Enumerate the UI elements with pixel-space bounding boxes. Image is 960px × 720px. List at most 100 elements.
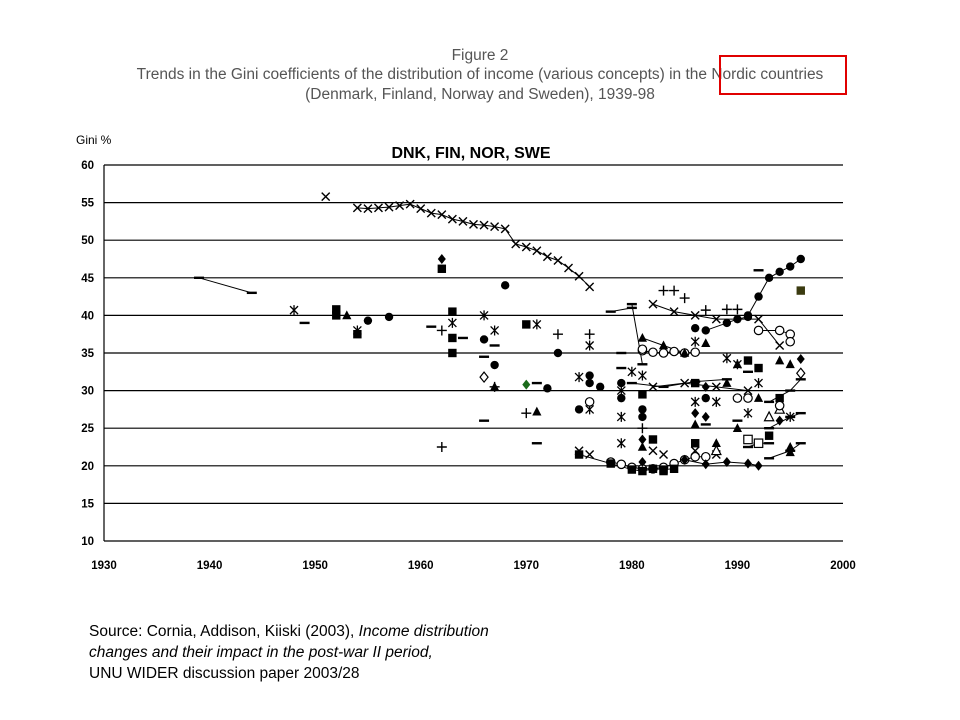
- data-point: [638, 412, 647, 422]
- data-point: [732, 423, 743, 432]
- data-point: [691, 408, 700, 419]
- data-point: [522, 379, 531, 390]
- data-point: [743, 408, 753, 419]
- data-point: [711, 438, 721, 448]
- data-point: [521, 408, 532, 419]
- series-13-point: [764, 457, 775, 460]
- y-tick-label: 20: [81, 461, 94, 473]
- data-point: [754, 378, 764, 389]
- series-7-point: [680, 454, 689, 465]
- source-prefix: Source: Cornia, Addison, Kiiski (2003),: [89, 623, 359, 640]
- x-tick-label: 1940: [197, 560, 223, 572]
- x-tick-label: 1950: [302, 560, 328, 572]
- data-point: [384, 312, 394, 322]
- figure-label: Figure 2: [451, 47, 509, 64]
- data-point: [363, 316, 373, 325]
- series-0-point: [395, 201, 405, 211]
- series-0-point: [490, 222, 500, 232]
- data-point: [490, 360, 499, 370]
- data-point: [543, 384, 552, 393]
- data-point: [522, 320, 531, 329]
- data-point: [436, 442, 447, 452]
- data-point: [796, 367, 806, 380]
- series-5-point: [648, 464, 658, 474]
- series-line-1: [198, 277, 252, 294]
- series-17-point: [626, 381, 637, 385]
- series-7-point: [754, 460, 763, 471]
- series-line-13: [768, 442, 802, 459]
- data-point: [763, 410, 775, 422]
- data-point: [722, 378, 732, 387]
- data-point: [648, 435, 658, 444]
- data-point: [775, 415, 784, 426]
- data-point: [332, 311, 341, 320]
- data-point: [437, 264, 447, 273]
- series-4-point: [616, 459, 627, 470]
- source-title-part2: changes and their impact in the post-war…: [89, 644, 433, 661]
- data-point: [638, 434, 647, 445]
- x-tick-label: 1930: [91, 560, 117, 572]
- series-10-point: [722, 318, 732, 328]
- data-point: [743, 434, 753, 445]
- series-2-point: [786, 262, 795, 271]
- series-0-point: [469, 219, 478, 229]
- data-point: [753, 438, 764, 449]
- data-point: [732, 359, 742, 370]
- data-point: [732, 393, 743, 403]
- data-point: [479, 419, 490, 422]
- data-point: [753, 393, 764, 402]
- series-12-point: [680, 348, 690, 357]
- data-point: [659, 450, 669, 460]
- series-9-point: [626, 302, 637, 306]
- series-0-point: [585, 282, 595, 292]
- series-3-point: [775, 340, 785, 350]
- series-0-point: [542, 252, 552, 262]
- data-point: [479, 310, 489, 321]
- data-point: [436, 325, 447, 336]
- data-point: [479, 371, 489, 384]
- data-point: [691, 378, 700, 388]
- data-point: [732, 419, 743, 422]
- data-point: [585, 371, 594, 380]
- series-0-point: [553, 256, 563, 265]
- series-5-point: [669, 464, 679, 474]
- data-point: [321, 192, 331, 202]
- series-10-point: [701, 326, 710, 335]
- series-12-point: [637, 332, 648, 342]
- data-point: [742, 370, 753, 373]
- series-0-point: [437, 210, 447, 220]
- data-point: [775, 393, 784, 403]
- series-13-point: [795, 442, 806, 445]
- figure-title: Trends in the Gini coefficients of the d…: [136, 66, 824, 83]
- data-point: [710, 444, 722, 456]
- data-point: [299, 321, 310, 325]
- data-point: [701, 411, 710, 422]
- data-point: [531, 381, 542, 385]
- data-point: [479, 355, 490, 358]
- data-point: [638, 390, 647, 399]
- data-point: [574, 446, 584, 456]
- data-point: [574, 405, 584, 414]
- y-tick-label: 55: [81, 198, 94, 210]
- series-5-point: [627, 465, 637, 474]
- series-2-point: [764, 273, 774, 282]
- series-0-point: [564, 263, 574, 273]
- x-tick-label: 1980: [619, 560, 645, 572]
- series-18-point: [711, 382, 721, 392]
- source-publisher: UNU WIDER discussion paper 2003/28: [89, 665, 360, 682]
- data-point: [753, 269, 764, 272]
- data-point: [448, 307, 457, 316]
- y-tick-label: 35: [81, 348, 94, 360]
- series-15-point: [795, 378, 806, 381]
- y-tick-label: 25: [81, 423, 94, 435]
- data-point: [637, 442, 648, 451]
- series-lines: [198, 203, 802, 472]
- x-tick-label: 1960: [408, 560, 434, 572]
- data-markers: [194, 192, 806, 476]
- series-6-point: [648, 347, 658, 358]
- data-point: [447, 317, 457, 328]
- y-tick-label: 60: [81, 160, 94, 172]
- data-point: [289, 305, 299, 316]
- data-point: [489, 381, 500, 392]
- data-point: [659, 466, 668, 476]
